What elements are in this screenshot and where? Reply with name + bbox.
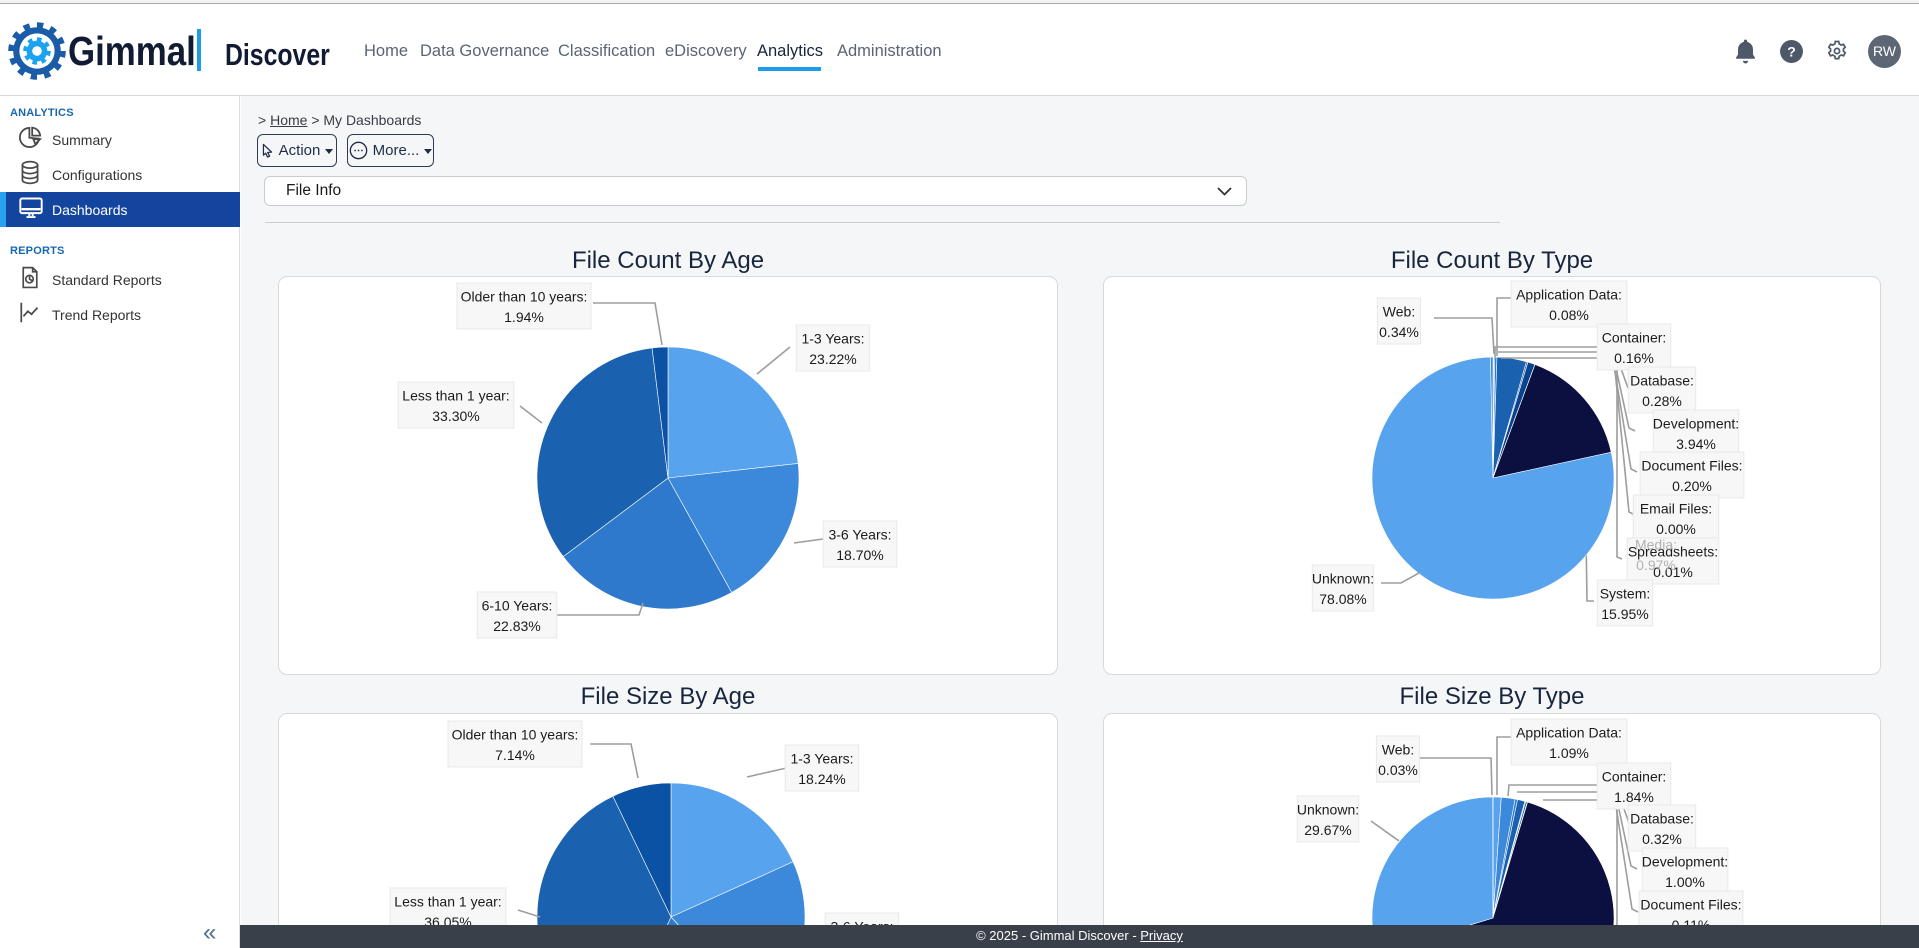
svg-text:1-3 Years:: 1-3 Years: <box>790 751 853 767</box>
svg-text:Media:: Media: <box>1635 537 1677 553</box>
svg-text:1.84%: 1.84% <box>1614 789 1654 805</box>
svg-text:Development:: Development: <box>1642 854 1728 870</box>
svg-text:18.24%: 18.24% <box>798 771 845 787</box>
svg-text:0.32%: 0.32% <box>1642 831 1682 847</box>
svg-text:0.01%: 0.01% <box>1653 564 1693 580</box>
svg-text:0.97%: 0.97% <box>1636 557 1676 573</box>
svg-text:22.83%: 22.83% <box>493 618 540 634</box>
svg-text:Older than 10 years:: Older than 10 years: <box>452 727 579 743</box>
svg-text:System:: System: <box>1600 586 1651 602</box>
svg-text:7.14%: 7.14% <box>495 747 535 763</box>
svg-text:1.09%: 1.09% <box>1549 745 1589 761</box>
svg-text:Web:: Web: <box>1383 304 1415 320</box>
svg-text:Container:: Container: <box>1602 330 1667 346</box>
svg-text:Spreadsheets:: Spreadsheets: <box>1628 544 1718 560</box>
svg-text:1.94%: 1.94% <box>504 309 544 325</box>
svg-text:15.95%: 15.95% <box>1601 606 1648 622</box>
svg-text:Development:: Development: <box>1653 416 1739 432</box>
svg-text:0.03%: 0.03% <box>1378 762 1418 778</box>
svg-text:0.28%: 0.28% <box>1642 393 1682 409</box>
svg-text:Document Files:: Document Files: <box>1641 458 1742 474</box>
svg-text:Document Files:: Document Files: <box>1640 897 1741 913</box>
svg-text:0.00%: 0.00% <box>1656 521 1696 537</box>
svg-text:1.00%: 1.00% <box>1665 874 1705 890</box>
svg-text:23.22%: 23.22% <box>809 351 856 367</box>
svg-text:0.20%: 0.20% <box>1672 478 1712 494</box>
svg-text:33.30%: 33.30% <box>432 408 479 424</box>
svg-text:0.16%: 0.16% <box>1614 350 1654 366</box>
svg-text:Database:: Database: <box>1630 373 1694 389</box>
svg-text:0.08%: 0.08% <box>1549 307 1589 323</box>
svg-text:?: ? <box>1787 44 1796 60</box>
svg-text:Older than 10 years:: Older than 10 years: <box>461 289 588 305</box>
svg-text:Application Data:: Application Data: <box>1516 725 1622 741</box>
svg-text:Web:: Web: <box>1382 742 1414 758</box>
svg-text:78.08%: 78.08% <box>1319 591 1366 607</box>
svg-text:Email Files:: Email Files: <box>1640 501 1712 517</box>
svg-text:6-10 Years:: 6-10 Years: <box>482 598 553 614</box>
svg-text:Application Data:: Application Data: <box>1516 287 1622 303</box>
svg-text:Unknown:: Unknown: <box>1312 571 1374 587</box>
svg-text:18.70%: 18.70% <box>836 547 883 563</box>
svg-text:0.34%: 0.34% <box>1379 324 1419 340</box>
svg-text:29.67%: 29.67% <box>1304 822 1351 838</box>
svg-text:Unknown:: Unknown: <box>1297 802 1359 818</box>
svg-text:Less than 1 year:: Less than 1 year: <box>402 388 509 404</box>
svg-text:1-3 Years:: 1-3 Years: <box>801 331 864 347</box>
svg-text:3-6 Years:: 3-6 Years: <box>828 527 891 543</box>
svg-text:Database:: Database: <box>1630 811 1694 827</box>
svg-text:3.94%: 3.94% <box>1676 436 1716 452</box>
svg-text:Less than 1 year:: Less than 1 year: <box>394 894 501 910</box>
svg-text:Container:: Container: <box>1602 769 1667 785</box>
